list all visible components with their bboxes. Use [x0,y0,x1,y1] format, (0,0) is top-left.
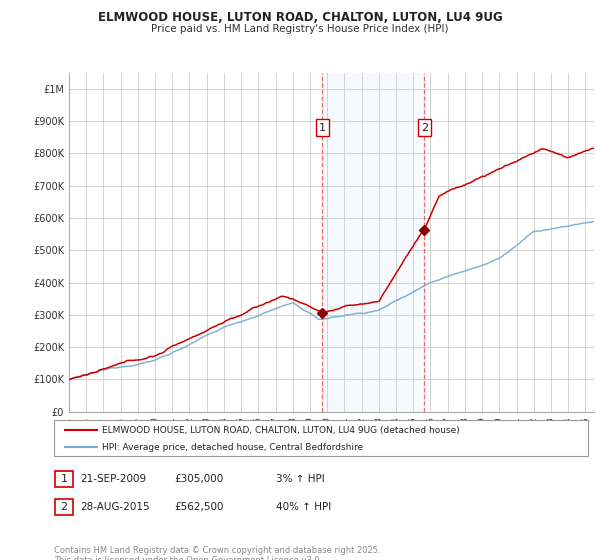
Text: 1: 1 [319,123,326,133]
FancyBboxPatch shape [55,471,73,487]
Text: ELMWOOD HOUSE, LUTON ROAD, CHALTON, LUTON, LU4 9UG (detached house): ELMWOOD HOUSE, LUTON ROAD, CHALTON, LUTO… [102,426,460,435]
Text: £562,500: £562,500 [174,502,224,512]
Text: ELMWOOD HOUSE, LUTON ROAD, CHALTON, LUTON, LU4 9UG: ELMWOOD HOUSE, LUTON ROAD, CHALTON, LUTO… [98,11,502,24]
FancyBboxPatch shape [55,499,73,515]
Text: Contains HM Land Registry data © Crown copyright and database right 2025.
This d: Contains HM Land Registry data © Crown c… [54,546,380,560]
Text: Price paid vs. HM Land Registry's House Price Index (HPI): Price paid vs. HM Land Registry's House … [151,24,449,34]
Text: 28-AUG-2015: 28-AUG-2015 [80,502,149,512]
Text: 1: 1 [61,474,67,484]
Text: 3% ↑ HPI: 3% ↑ HPI [276,474,325,484]
Text: 2: 2 [421,123,428,133]
Bar [322,73,424,412]
Text: HPI: Average price, detached house, Central Bedfordshire: HPI: Average price, detached house, Cent… [102,443,363,452]
FancyBboxPatch shape [54,420,588,456]
Text: £305,000: £305,000 [174,474,223,484]
Text: 21-SEP-2009: 21-SEP-2009 [80,474,146,484]
Text: 2: 2 [61,502,67,512]
Text: 40% ↑ HPI: 40% ↑ HPI [276,502,331,512]
